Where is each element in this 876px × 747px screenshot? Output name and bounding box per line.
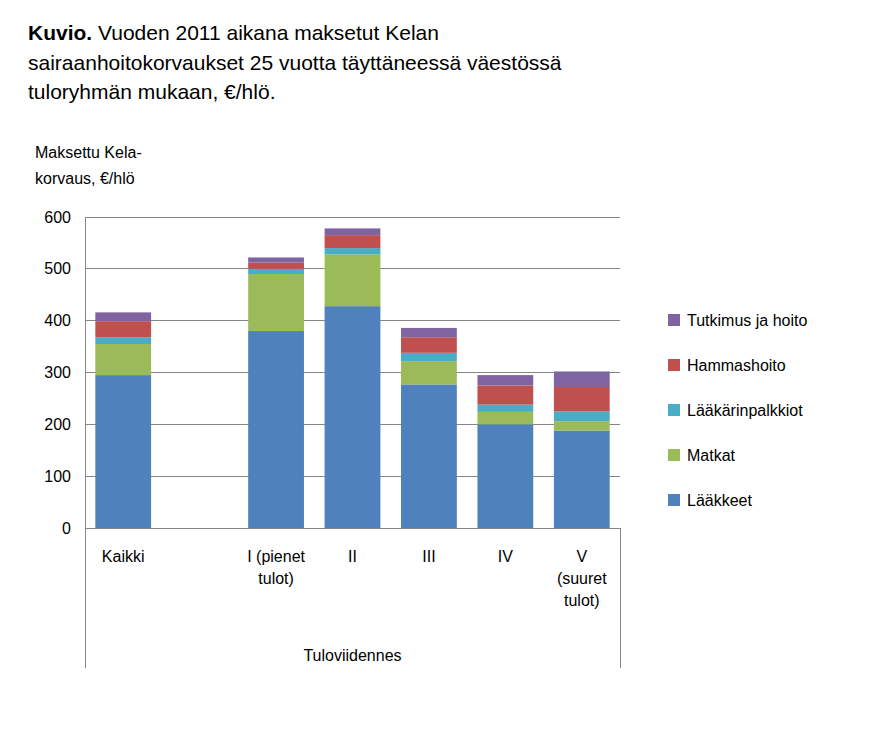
legend-swatch [668,404,680,416]
x-tick: III [422,528,435,565]
bar-segment [401,328,457,337]
x-axis-line [86,528,621,529]
x-tick-label: III [422,548,435,565]
x-axis-title: Tuloviidennes [303,647,401,664]
y-tick: 200 [44,416,85,433]
y-axis: 0 100 200 300 400 500 600 [44,209,85,537]
bar-segment [401,337,457,353]
grid [85,217,620,528]
y-tick-label: 200 [44,416,71,433]
bar-segment [401,361,457,384]
bar-segment [248,269,304,274]
x-tick: II [348,528,357,565]
legend-label: Tutkimus ja hoito [687,312,807,329]
bar-segment [477,405,533,412]
bar-segment [401,384,457,528]
y-tick-label: 0 [62,520,71,537]
bar-segment [554,387,610,411]
legend-swatch [668,359,680,371]
legend-swatch [668,494,680,506]
x-tick-label: Kaikki [102,548,145,565]
bar-segment [477,375,533,385]
legend-swatch [668,314,680,326]
y-tick-label: 400 [44,312,71,329]
y-tick-label: 100 [44,468,71,485]
bar-segment [95,337,151,344]
y-tick: 0 [62,520,85,537]
x-tick: I (pienettulot) [247,528,305,587]
bar-segment [477,424,533,528]
bar-segment [554,411,610,421]
legend-label: Hammashoito [687,357,786,374]
bar-segment [477,412,533,424]
y-tick-label: 500 [44,260,71,277]
y-tick: 500 [44,260,85,277]
bar-segment [554,431,610,528]
x-tick: IV [498,528,513,565]
bar-segment [325,254,381,306]
legend: Tutkimus ja hoito Hammashoito Lääkärinpalk… [668,312,807,509]
y-tick-label: 300 [44,364,71,381]
axis-group-line [85,528,86,668]
bar-segment [95,344,151,375]
bar-segment [325,235,381,248]
chart: Kuvio. Vuoden 2011 aikana maksetut Kelan… [0,0,876,747]
bars [95,228,609,528]
bar-segment [401,353,457,361]
x-tick-label: I (pienettulot) [247,548,305,587]
x-tick-label: IV [498,548,513,565]
bar-segment [95,321,151,337]
legend-label: Matkat [687,447,736,464]
y-tick: 400 [44,312,85,329]
bar-segment [248,257,304,262]
bar-segment [554,421,610,430]
bar-segment [554,371,610,387]
bar-segment [325,228,381,235]
x-axis: KaikkiI (pienettulot)IIIIIIVV(suurettulo… [86,528,621,609]
legend-label: Lääkkeet [687,492,752,509]
legend-label: Lääkärinpalkkiot [687,402,803,419]
y-tick: 600 [44,209,85,226]
x-tick-label: V(suurettulot) [557,548,607,609]
axis-group-line [620,528,621,668]
x-tick: Kaikki [102,528,145,565]
bar-segment [325,306,381,528]
x-tick-label: II [348,548,357,565]
y-axis-line [85,218,86,529]
y-tick: 300 [44,364,85,381]
x-tick: V(suurettulot) [557,528,607,609]
bar-segment [248,274,304,331]
bar-segment [95,312,151,321]
y-tick-label: 600 [44,209,71,226]
y-tick: 100 [44,468,85,485]
bar-segment [248,331,304,528]
bar-segment [325,248,381,254]
title: Kuvio. Vuoden 2011 aikana maksetut Kelan… [28,21,562,103]
legend-swatch [668,449,680,461]
y-axis-title: Maksettu Kela-korvaus, €/hlö [35,144,142,187]
bar-segment [248,263,304,269]
bar-segment [95,375,151,528]
grid-line [85,217,620,218]
bar-segment [477,385,533,404]
